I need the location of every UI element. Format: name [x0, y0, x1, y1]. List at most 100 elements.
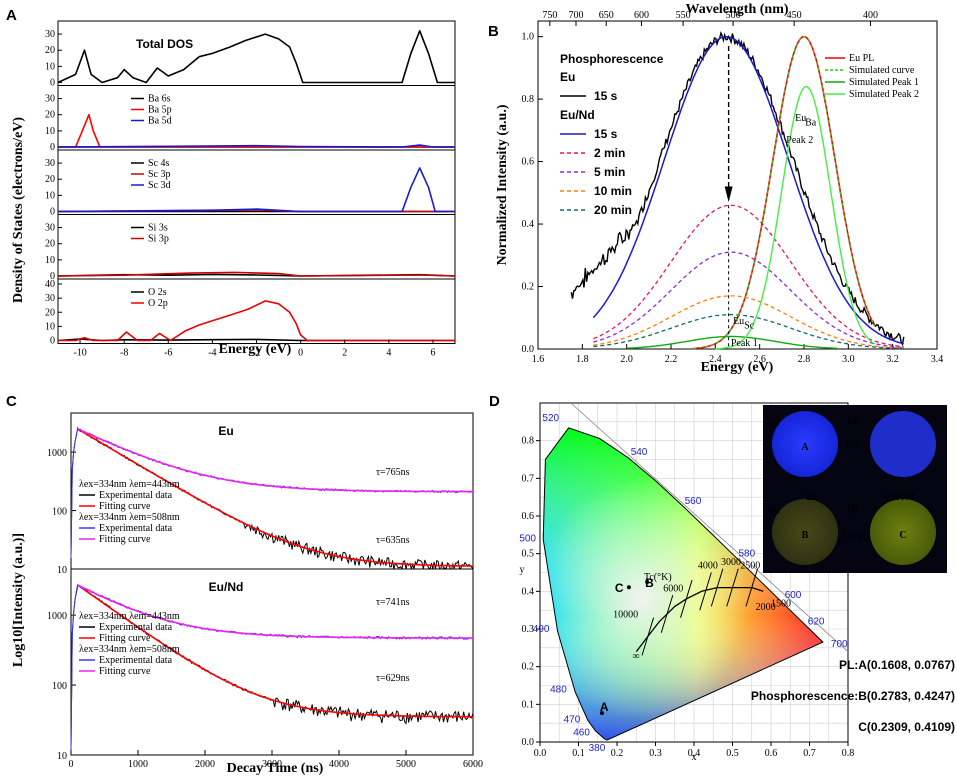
cie-isotherm	[641, 617, 655, 656]
pl-series-line	[593, 204, 904, 348]
decay-tau-lower: τ=629ns	[376, 673, 410, 684]
panel-c-xlabel: Decay Time (ns)	[227, 761, 324, 776]
dos-series-line	[57, 271, 456, 277]
pl-xtick-label: 3.4	[931, 354, 944, 365]
cie-isotherm	[710, 568, 724, 607]
decay-tau-lower: τ=635ns	[376, 535, 410, 546]
dos-ytick-label: 20	[45, 174, 55, 185]
dos-ytick-label: 20	[45, 110, 55, 121]
decay-ytick-label: 100	[52, 681, 67, 692]
dos-ytick-label: 10	[45, 126, 55, 137]
dos-total-label: Total DOS	[136, 37, 193, 51]
inset-spot-b	[772, 499, 838, 565]
dos-ytick-label: 0	[50, 336, 55, 347]
cie-ytick-label: 0.8	[522, 436, 535, 447]
dos-series-line	[57, 30, 455, 84]
pl-xtick-label: 3.0	[842, 354, 855, 365]
cie-point-label: B	[645, 576, 654, 590]
pl-top-tick-label: 400	[863, 10, 878, 21]
pl-legend-label-right: Eu PL	[849, 53, 874, 64]
dos-legend-label: Sc 3d	[148, 180, 171, 191]
cie-diagonal-guide	[570, 402, 849, 652]
dos-ytick-label: 10	[45, 190, 55, 201]
decay-ytick-label: 100	[52, 507, 67, 518]
pl-legend-label: 2 min	[594, 146, 625, 160]
pl-peak1-label: Eu	[733, 316, 744, 327]
panel-letter-c: C	[6, 393, 17, 410]
pl-xtick-label: 2.8	[798, 354, 811, 365]
pl-top-tick-label: 600	[634, 10, 649, 21]
decay-xtick-label: 0	[69, 759, 74, 770]
decay-legend-cond: λex=334nm λem=443nm	[79, 479, 180, 490]
panel-d: D 380 460 470 480 490 500 520 540 560 580 600 620 70…	[489, 393, 955, 763]
pl-legend-label-right: Simulated Peak 1	[849, 77, 919, 88]
cie-point	[599, 711, 604, 716]
cie-planck-label: 1500	[771, 598, 791, 609]
dos-ytick-label: 40	[45, 279, 55, 290]
pl-series-line	[592, 35, 904, 345]
inset-spot-d	[870, 411, 936, 477]
pl-xtick-label: 2.6	[753, 354, 766, 365]
decay-xtick-label: 5000	[396, 759, 416, 770]
cie-planck-label: 4000	[698, 561, 718, 572]
decay-xtick-label: 3000	[262, 759, 282, 770]
pl-series-line	[593, 313, 904, 350]
dos-subplot-frame	[57, 85, 456, 151]
cie-ylabel: y	[520, 565, 525, 576]
cie-point	[645, 580, 650, 585]
dos-ytick-label: 0	[50, 207, 55, 218]
cie-wavelength-label: 470	[564, 714, 581, 725]
decay-fitting-line	[77, 428, 474, 567]
pl-xtick-label: 1.6	[532, 354, 545, 365]
pl-ytick-label: 0.4	[522, 219, 535, 230]
cie-wavelength-label: 520	[542, 413, 559, 424]
cie-wavelength-label: 580	[739, 549, 756, 560]
dos-series-line	[58, 300, 455, 342]
cie-point-label: A	[600, 700, 609, 714]
cie-xtick-label: 0.6	[765, 748, 778, 759]
cie-wavelength-label: 380	[589, 743, 606, 754]
decay-xtick-label: 6000	[463, 759, 483, 770]
dos-xtick-label: -6	[164, 348, 172, 359]
cie-xtick-label: 0.8	[842, 748, 855, 759]
cie-wavelength-label: 460	[573, 728, 590, 739]
pl-arrow-head	[724, 186, 733, 203]
decay-fitting-line	[77, 584, 474, 718]
decay-ytick-label: 10	[57, 565, 67, 576]
dos-xtick-label: -10	[73, 348, 86, 359]
cie-xtick-label: 0.0	[534, 748, 547, 759]
dos-series-line	[57, 144, 455, 148]
pl-legend-label: 15 s	[594, 89, 618, 103]
decay-legend-label: Fitting curve	[99, 666, 151, 677]
decay-title: Eu	[218, 424, 233, 438]
cie-xtick-label: 0.3	[649, 748, 662, 759]
cie-xtick-label: 0.4	[688, 748, 701, 759]
cie-point-label: C	[615, 581, 624, 595]
pl-legend-label-right: Simulated Peak 2	[849, 89, 919, 100]
dos-xtick-label: -8	[120, 348, 128, 359]
cie-isotherm	[680, 579, 693, 618]
dos-ytick-label: 0	[50, 78, 55, 89]
decay-subplot-frame	[70, 568, 474, 756]
dos-legend-label: Sc 4s	[148, 158, 170, 169]
inset-spot-a	[772, 411, 838, 477]
pl-peak2-label: Eu	[795, 113, 806, 124]
cie-ytick-label: 0.0	[522, 737, 535, 748]
cie-planck-label: 2500	[740, 561, 760, 572]
cie-xtick-label: 0.7	[803, 748, 816, 759]
cie-wavelength-label: 540	[631, 447, 648, 458]
decay-fitting-line	[77, 428, 473, 493]
cie-planck-label: 10000	[613, 610, 638, 621]
cie-wavelength-label: 480	[550, 684, 567, 695]
dos-xtick-label: -4	[208, 348, 216, 359]
dos-legend-label: O 2s	[148, 287, 167, 298]
pl-legend-group-label: Eu/Nd	[560, 108, 595, 122]
dos-ytick-label: 20	[45, 307, 55, 318]
dos-subplot-frame	[57, 149, 456, 215]
dos-subplot-frame	[57, 20, 456, 86]
cie-planck-label: 6000	[663, 583, 683, 594]
inset-label-c: (c)	[769, 416, 780, 427]
dos-xtick-label: 0	[298, 348, 303, 359]
